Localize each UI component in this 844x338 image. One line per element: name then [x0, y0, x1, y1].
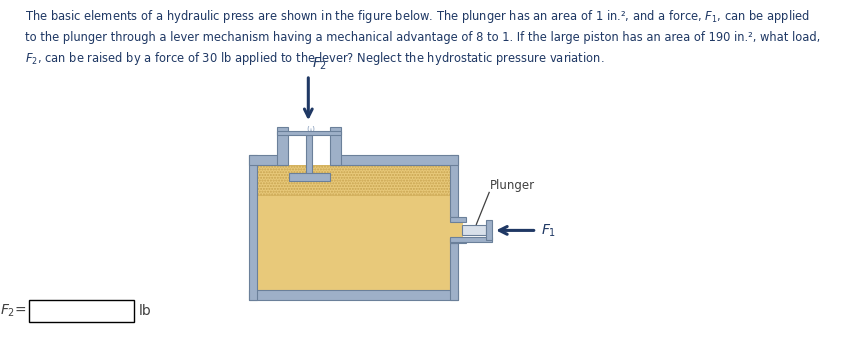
Bar: [278, 127, 288, 165]
Bar: [249, 290, 457, 300]
Bar: [306, 135, 312, 175]
Bar: [331, 155, 457, 165]
Bar: [257, 165, 450, 195]
Bar: [249, 155, 257, 300]
Text: Plunger: Plunger: [490, 179, 535, 192]
Bar: [257, 165, 450, 290]
Text: lb: lb: [138, 304, 151, 318]
Text: $F_1$: $F_1$: [541, 222, 556, 239]
Bar: [289, 173, 330, 181]
Bar: [450, 217, 466, 222]
Bar: [249, 155, 287, 165]
Bar: [450, 237, 492, 242]
Bar: [462, 225, 486, 235]
Bar: [30, 300, 134, 322]
Bar: [450, 155, 457, 217]
Bar: [450, 238, 466, 243]
Bar: [450, 243, 457, 300]
Bar: [278, 131, 341, 135]
Text: $F_2$=: $F_2$=: [0, 303, 27, 319]
Bar: [486, 220, 492, 240]
Text: ω: ω: [306, 124, 314, 134]
Bar: [330, 127, 341, 165]
Bar: [450, 217, 463, 243]
Text: The basic elements of a hydraulic press are shown in the figure below. The plung: The basic elements of a hydraulic press …: [24, 8, 820, 67]
Text: $F_2$: $F_2$: [311, 55, 327, 72]
